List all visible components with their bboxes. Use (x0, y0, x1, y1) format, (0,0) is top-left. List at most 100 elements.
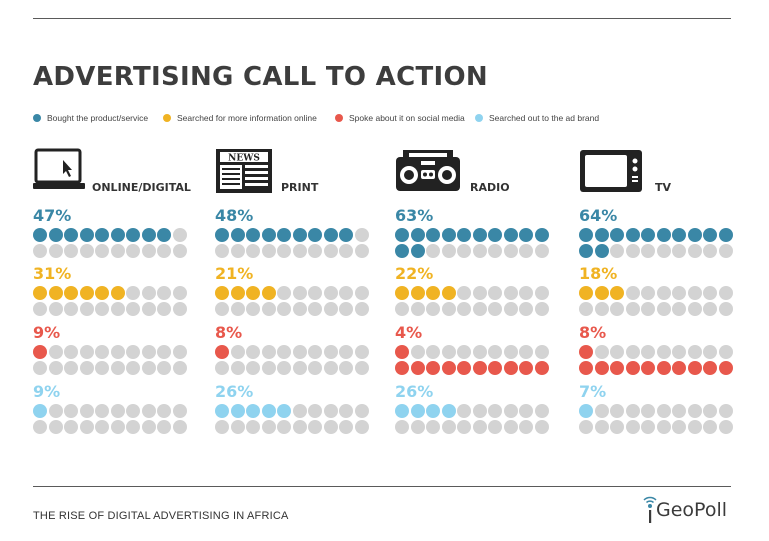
dot-empty (672, 404, 686, 418)
dot-filled (656, 228, 671, 242)
dot-empty (246, 345, 260, 359)
dot-empty (503, 301, 518, 316)
dot-empty (672, 345, 686, 359)
dot-empty (33, 419, 47, 434)
dot-empty (625, 286, 640, 300)
dot-empty (610, 243, 624, 258)
dot-empty (64, 419, 78, 434)
dot-empty (594, 345, 609, 359)
dot-empty (95, 360, 109, 375)
percent-label: 26% (215, 382, 254, 401)
dot-filled (261, 286, 276, 300)
dot-empty (261, 360, 276, 375)
dot-empty (230, 360, 245, 375)
dot-empty (579, 419, 593, 434)
dot-filled (79, 228, 94, 242)
dot-empty (718, 301, 733, 316)
dot-filled (395, 243, 409, 258)
dot-filled (488, 360, 502, 375)
dot-empty (426, 301, 440, 316)
dot-empty (472, 243, 487, 258)
dot-empty (703, 286, 717, 300)
dot-filled (594, 286, 609, 300)
dot-empty (641, 301, 655, 316)
dot-empty (687, 419, 702, 434)
dot-empty (126, 301, 140, 316)
dot-empty (472, 419, 487, 434)
dot-empty (641, 243, 655, 258)
dot-empty (610, 345, 624, 359)
dot-empty (354, 228, 369, 242)
dot-filled (488, 228, 502, 242)
percent-label: 22% (395, 264, 434, 283)
dot-filled (215, 286, 229, 300)
dot-filled (625, 228, 640, 242)
dot-empty (215, 419, 229, 434)
dot-filled (230, 404, 245, 418)
dot-filled (718, 228, 733, 242)
dot-empty (261, 345, 276, 359)
dot-filled (261, 404, 276, 418)
dot-empty (395, 419, 409, 434)
dot-empty (48, 301, 63, 316)
dot-filled (457, 360, 471, 375)
percent-label: 31% (33, 264, 72, 283)
dot-empty (215, 243, 229, 258)
dot-empty (157, 243, 171, 258)
dot-empty (625, 243, 640, 258)
dot-filled (215, 404, 229, 418)
dot-empty (277, 301, 291, 316)
dot-filled (157, 228, 171, 242)
dot-empty (503, 345, 518, 359)
dot-empty (141, 404, 156, 418)
dot-empty (641, 419, 655, 434)
dot-empty (110, 419, 125, 434)
dot-empty (292, 243, 307, 258)
dot-empty (457, 419, 471, 434)
dot-empty (472, 404, 487, 418)
dot-empty (110, 404, 125, 418)
dot-empty (141, 419, 156, 434)
percent-label: 4% (395, 323, 423, 342)
percent-label: 9% (33, 382, 61, 401)
dot-empty (95, 301, 109, 316)
dot-filled (625, 360, 640, 375)
dot-empty (503, 404, 518, 418)
dot-empty (457, 345, 471, 359)
dot-empty (610, 404, 624, 418)
dot-empty (95, 419, 109, 434)
dot-empty (246, 301, 260, 316)
dot-empty (672, 419, 686, 434)
percent-label: 21% (215, 264, 254, 283)
dot-filled (579, 243, 593, 258)
dot-filled (426, 360, 440, 375)
dot-empty (410, 301, 425, 316)
dot-filled (519, 228, 533, 242)
bottom-rule (33, 486, 731, 487)
dot-empty (687, 345, 702, 359)
dot-filled (395, 228, 409, 242)
legend-swatch (163, 114, 171, 122)
dot-empty (141, 286, 156, 300)
dot-empty (79, 419, 94, 434)
dot-empty (519, 404, 533, 418)
dot-empty (472, 345, 487, 359)
dot-empty (534, 243, 549, 258)
percent-label: 47% (33, 206, 72, 225)
group-tv: TV 64% 18% 8% 7% (579, 148, 749, 434)
dot-empty (457, 404, 471, 418)
dot-empty (261, 419, 276, 434)
dot-empty (488, 404, 502, 418)
dot-empty (519, 286, 533, 300)
dot-empty (488, 243, 502, 258)
dot-filled (410, 286, 425, 300)
dot-empty (718, 404, 733, 418)
dot-empty (172, 243, 187, 258)
dot-empty (441, 243, 456, 258)
dot-filled (308, 228, 322, 242)
dot-filled (579, 360, 593, 375)
dot-empty (594, 301, 609, 316)
dot-empty (687, 286, 702, 300)
dot-empty (292, 419, 307, 434)
dot-empty (323, 243, 338, 258)
